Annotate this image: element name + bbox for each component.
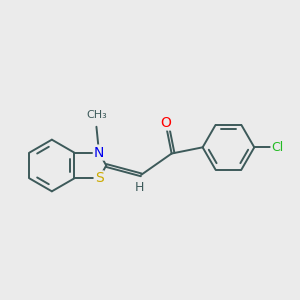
Text: CH₃: CH₃ <box>86 110 107 120</box>
Text: H: H <box>134 181 144 194</box>
Text: O: O <box>160 116 171 130</box>
Text: N: N <box>94 146 104 160</box>
Text: Cl: Cl <box>272 141 284 154</box>
Text: S: S <box>94 171 103 185</box>
